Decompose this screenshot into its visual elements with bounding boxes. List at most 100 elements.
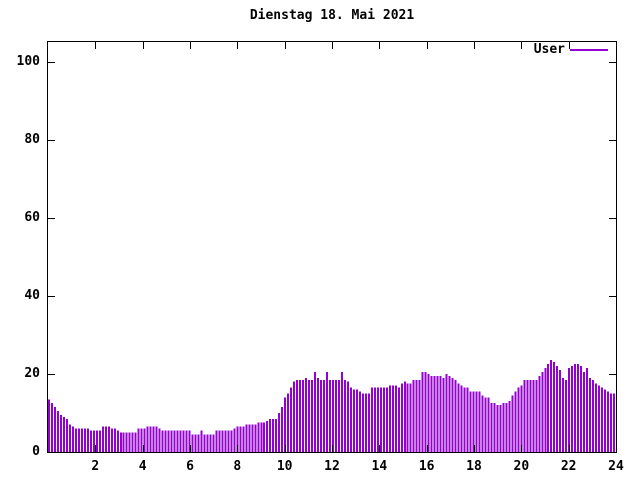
bar [412,379,415,452]
bar [400,383,403,452]
x-tick-label: 22 [560,459,577,474]
bar [520,385,523,452]
bar [299,379,302,452]
bar [391,385,394,452]
bar [77,428,80,452]
bar [308,379,311,452]
bar [340,371,343,452]
bar [355,389,358,452]
bar [580,366,583,452]
x-tick-label: 14 [371,459,388,474]
bar [203,434,206,452]
bar [601,387,604,452]
bar [346,381,349,452]
bar [382,387,385,452]
bar [376,387,379,452]
bar [484,397,487,452]
bar [284,397,287,452]
bar [586,368,589,452]
bar [460,385,463,452]
bar [598,385,601,452]
bar [68,424,71,452]
bar [451,377,454,452]
x-tick-label: 20 [513,459,530,474]
bar [409,383,412,452]
bar [481,395,484,452]
bar [146,426,149,452]
bar [134,432,137,452]
bar [379,387,382,452]
bar [248,424,251,452]
y-tick-label: 40 [24,287,40,303]
bar [373,387,376,452]
bar [463,387,466,452]
chart-title: Dienstag 18. Mai 2021 [249,8,415,23]
bar [526,379,529,452]
bar [550,360,553,452]
bar [161,430,164,452]
y-tick-label: 60 [24,209,40,225]
bar [251,424,254,452]
bar [107,426,110,452]
bar [523,379,526,452]
bar [83,428,86,452]
x-tick-label: 8 [233,459,242,474]
bar [206,434,209,452]
bar [505,403,508,452]
bar [538,375,541,452]
bar [433,375,436,452]
y-tick-label: 0 [32,444,40,459]
bar [475,391,478,452]
bar [364,393,367,452]
bar [457,383,460,452]
bar [182,430,185,452]
bar [496,405,499,452]
bar [194,434,197,452]
bar [245,424,248,452]
bar [278,412,281,452]
bar [62,416,65,452]
y-tick-label: 80 [24,131,40,147]
bar [430,375,433,452]
bar [547,364,550,452]
bar [329,379,332,452]
bar [98,430,101,452]
bar [610,393,613,452]
bar [224,430,227,452]
bar [293,381,296,452]
bar [80,428,83,452]
bar [415,379,418,452]
bar [173,430,176,452]
bar [499,405,502,452]
bar [242,426,245,452]
bar [128,432,131,452]
bar [191,434,194,452]
bar [314,371,317,452]
bar [448,375,451,452]
bar [442,377,445,452]
bar [326,371,329,452]
plot-area [47,41,617,453]
bar [583,371,586,452]
bar [394,385,397,452]
bar [71,426,74,452]
bar [553,362,556,452]
bar [272,418,275,452]
bar [323,379,326,452]
y-tick-label: 100 [16,53,40,69]
bar [86,428,89,452]
y-tick-label: 20 [24,365,40,381]
bar [508,401,511,452]
x-tick-label: 2 [91,459,100,474]
bar [502,403,505,452]
bar [212,434,215,452]
bar [53,407,56,452]
bar [125,432,128,452]
legend-label: User [533,42,565,57]
bar [361,393,364,452]
bar [568,368,571,452]
bar [469,391,472,452]
bar [269,418,272,452]
bar [164,430,167,452]
bar [613,393,616,452]
